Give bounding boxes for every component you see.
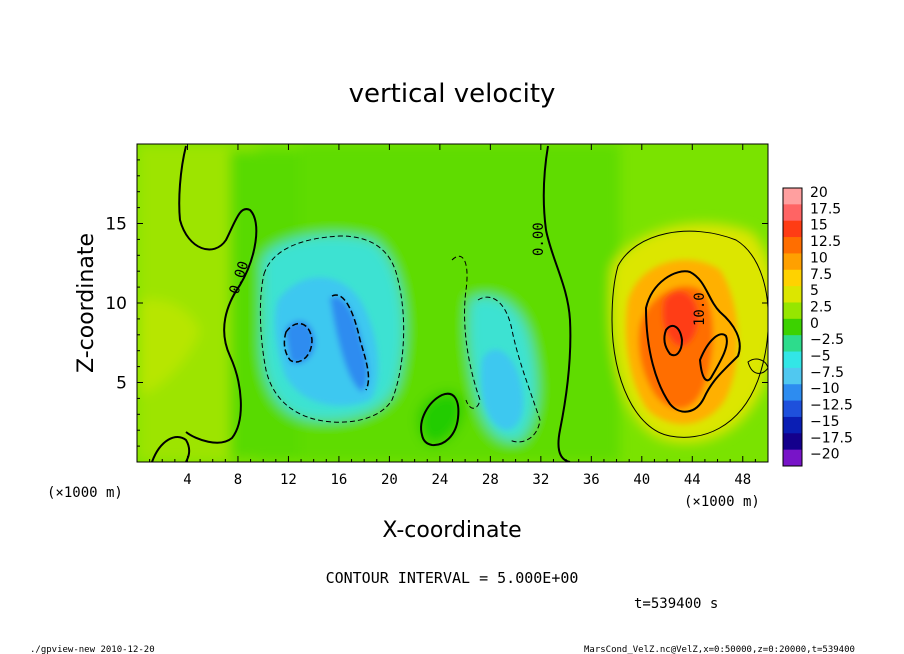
x-tick-label: 48: [734, 472, 751, 488]
colorbar-swatch: [783, 384, 802, 402]
colorbar-swatch: [783, 204, 802, 222]
colorbar-label: −12.5: [810, 398, 853, 414]
colorbar-swatch: [783, 367, 802, 385]
contour-pos-edge: [747, 358, 768, 374]
contour-pos5: [611, 230, 768, 438]
contour-neg10-left-2: [331, 294, 370, 391]
x-tick-label: 28: [482, 472, 499, 488]
colorbar-swatch: [783, 335, 802, 353]
y-tick-label: 15: [105, 215, 127, 235]
colorbar-swatch: [783, 253, 802, 271]
region-downdraft-center-mid: [481, 349, 524, 430]
footer-right: MarsCond_VelZ.nc@VelZ,x=0:50000,z=0:2000…: [584, 645, 855, 654]
region-updraft-core: [662, 290, 699, 346]
colorbar-label: −10: [810, 381, 840, 397]
region-downdraft-left-core: [285, 320, 316, 364]
colorbar-swatch: [783, 416, 802, 434]
contour-label-3: 10.0: [692, 292, 708, 326]
colorbar-swatch: [783, 269, 802, 287]
colorbar-label: 12.5: [810, 234, 841, 250]
colorbar-label: −5: [810, 349, 831, 365]
contour-zero-patch: [420, 392, 460, 447]
colorbar-label: −17.5: [810, 430, 853, 446]
colorbar-swatch: [783, 302, 802, 320]
region-patch-green-2: [140, 299, 200, 395]
x-tick-label: 36: [583, 472, 600, 488]
colorbar: 2017.51512.5107.552.50−2.5−5−7.5−10−12.5…: [782, 185, 853, 467]
contour-neg10-left: [283, 322, 313, 363]
y-ticks: 5 10 15: [105, 159, 768, 447]
contour-pos10: [644, 270, 741, 413]
colorbar-label: 15: [810, 218, 828, 234]
x-tick-label: 24: [431, 472, 448, 488]
colorbar-frame: [782, 187, 803, 467]
colorbar-label: 7.5: [810, 267, 832, 283]
colorbar-swatch: [783, 220, 802, 238]
y-tick-label: 10: [105, 294, 127, 314]
x-tick-label: 20: [381, 472, 398, 488]
plot-area: [137, 144, 768, 462]
x-unit-right: (×1000 m): [684, 494, 760, 510]
colorbar-label: −2.5: [810, 332, 844, 348]
x-tick-label: 16: [330, 472, 347, 488]
contour-label-2: 0.00: [531, 222, 547, 256]
contour-zero-left: [178, 145, 258, 444]
chart-title: vertical velocity: [349, 79, 556, 109]
footer-left: ./gpview-new 2010-12-20: [30, 645, 155, 654]
contour-pos10-fork: [698, 333, 728, 382]
colorbar-label: 17.5: [810, 201, 841, 217]
colorbar-swatch: [783, 433, 802, 451]
x-unit-left: (×1000 m): [47, 485, 123, 501]
colorbar-label: 10: [810, 250, 828, 266]
x-tick-label: 40: [633, 472, 650, 488]
x-axis-label: X-coordinate: [382, 518, 521, 543]
colorbar-swatch: [783, 351, 802, 369]
colorbar-label: 20: [810, 185, 828, 201]
colorbar-label: 2.5: [810, 299, 832, 315]
colorbar-swatch: [783, 188, 802, 205]
contour-neg-center-a: [451, 255, 481, 409]
colorbar-label: 5: [810, 283, 819, 299]
colorbar-swatch: [783, 400, 802, 418]
contour-zero-center: [542, 145, 572, 462]
x-tick-label: 12: [280, 472, 297, 488]
y-tick-label: 5: [116, 374, 127, 394]
colorbar-label: 0: [810, 316, 819, 332]
colorbar-swatch: [783, 286, 802, 303]
x-ticks: 4 8 12 16 20 24 28 32 36 40 44 48: [149, 144, 756, 488]
x-tick-label: 32: [532, 472, 549, 488]
colorbar-label: −7.5: [810, 365, 844, 381]
x-tick-label: 8: [234, 472, 242, 488]
region-downdraft-left-core-2: [330, 296, 369, 392]
contour-pos10-inner: [663, 324, 684, 357]
colorbar-label: −20: [810, 447, 840, 463]
colorbar-swatch: [783, 318, 802, 336]
time-label: t=539400 s: [634, 596, 718, 612]
colorbar-swatch: [783, 449, 802, 467]
contour-neg-center-b: [477, 296, 541, 443]
x-tick-label: 44: [684, 472, 701, 488]
contour-neg-left: [259, 235, 405, 423]
contour-interval: CONTOUR INTERVAL = 5.000E+00: [326, 569, 579, 587]
colorbar-label: −15: [810, 414, 840, 430]
x-tick-label: 4: [183, 472, 191, 488]
colorbar-swatch: [783, 237, 802, 254]
y-axis-label: Z-coordinate: [74, 233, 99, 373]
